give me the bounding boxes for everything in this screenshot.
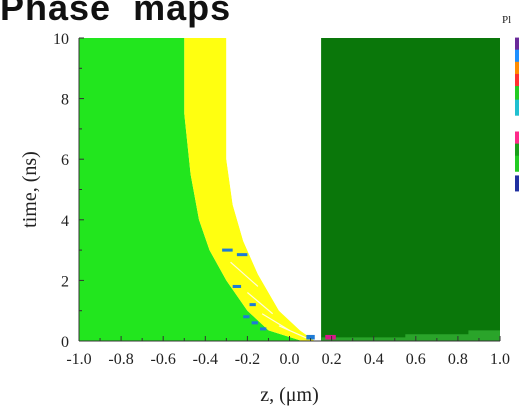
region-bottom-strip: [321, 330, 500, 341]
x-tick-label: -0.6: [151, 351, 176, 368]
y-tick-label: 2: [61, 273, 69, 290]
y-tick-label: 10: [53, 31, 69, 48]
page-title: Phase maps: [0, 0, 232, 28]
transition-stripes: [230, 261, 307, 339]
region-white-band: [226, 38, 322, 341]
legend-swatches: [515, 37, 519, 192]
legend-swatch: [515, 73, 519, 90]
phase-mark: [260, 327, 267, 331]
transition-stripe: [261, 313, 290, 331]
x-tick-label: 0.2: [322, 351, 342, 368]
x-axis-title: z, (μm): [260, 384, 318, 406]
phase-mark: [325, 334, 336, 340]
phase-mark: [236, 253, 248, 257]
x-tick-label: -0.2: [235, 351, 260, 368]
legend-swatch: [515, 99, 519, 116]
y-tick-label: 4: [61, 213, 69, 230]
legend-swatch: [515, 61, 519, 78]
y-tick-label: 6: [61, 152, 69, 169]
y-tick-label: 0: [61, 334, 69, 351]
phase-mark: [306, 334, 315, 340]
x-tick-label: 0.0: [280, 351, 300, 368]
region-yellow-band: [184, 38, 315, 341]
x-tick-label: -1.0: [66, 351, 91, 368]
y-axis-ticks: 0 2 4 6 8 10: [53, 31, 84, 351]
x-tick-label: 0.6: [406, 351, 426, 368]
legend-title: Pl: [502, 14, 512, 26]
phase-mark: [251, 321, 258, 325]
legend-swatch: [515, 37, 519, 54]
x-tick-label: -0.8: [108, 351, 133, 368]
x-tick-label: 0.8: [448, 351, 468, 368]
phase-regions: [79, 38, 500, 341]
legend-swatch: [515, 175, 519, 192]
legend-swatch: [515, 49, 519, 66]
phase-marks: [222, 248, 336, 340]
legend-swatch: [515, 143, 519, 160]
legend-swatch: [515, 86, 519, 103]
transition-stripe: [230, 261, 259, 287]
region-dark-green: [321, 38, 500, 341]
x-tick-label: 1.0: [490, 351, 510, 368]
x-tick-label: 0.4: [364, 351, 384, 368]
x-axis-ticks: -1.0 -0.8 -0.6 -0.4 -0.2 0.0 0.2 0.4 0.6 0.8 1.0: [66, 336, 510, 368]
x-tick-label: -0.4: [193, 351, 218, 368]
transition-stripe: [278, 325, 307, 339]
phase-mark: [249, 303, 256, 307]
phase-mark: [243, 315, 250, 319]
region-left-green: [79, 38, 303, 341]
y-tick-label: 8: [61, 92, 69, 109]
y-axis-title: time, (ns): [19, 151, 41, 228]
transition-stripe: [247, 292, 274, 315]
legend-swatch: [515, 131, 519, 148]
phase-mark: [232, 284, 242, 288]
legend-swatch: [515, 155, 519, 172]
phase-mark: [222, 248, 233, 252]
